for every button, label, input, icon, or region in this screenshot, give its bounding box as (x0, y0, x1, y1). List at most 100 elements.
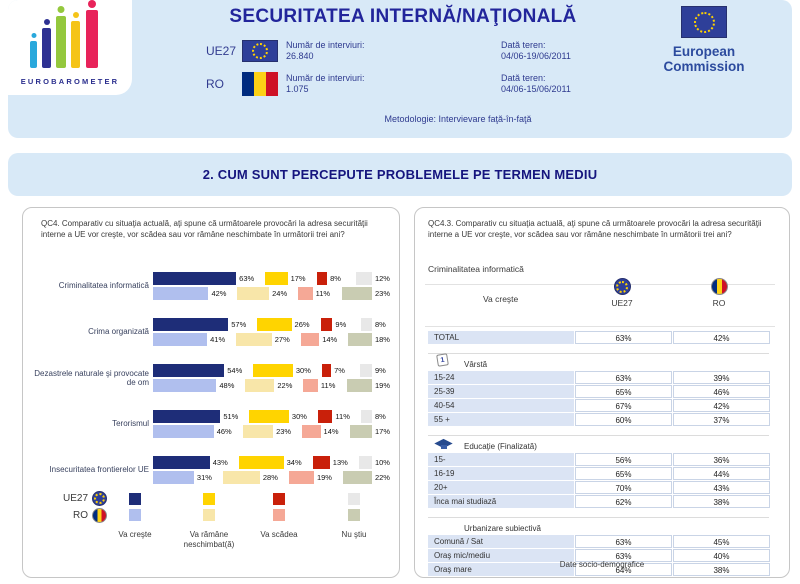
value-cell-ro: 37% (673, 413, 770, 426)
bar-segment (153, 425, 214, 438)
bar-row-ue27: 57% 26% 9% 8% (153, 318, 401, 331)
value-cell-ro: 36% (673, 453, 770, 466)
ro-flag-icon (710, 278, 728, 295)
value-cell-ue27: 63% (575, 535, 672, 548)
qc43-question: QC4.3. Comparativ cu situaţia actuală, a… (428, 219, 762, 239)
bar-value-label: 34% (286, 458, 302, 467)
legend-swatch (203, 493, 215, 505)
bar-segment (288, 471, 314, 484)
ro-interviews: Număr de interviuri: 1.075 (286, 73, 501, 95)
bar-segment (361, 410, 372, 423)
value-cell-ro: 44% (673, 467, 770, 480)
bar-segment (249, 410, 289, 423)
logo-person (30, 0, 37, 68)
ue27-fieldwork-date: Dată teren: 04/06-19/06/2011 (501, 40, 571, 62)
row-label: 55 + (428, 413, 574, 426)
table-row: Comună / Sat 63% 45% (428, 535, 770, 548)
section-title: 2. CUM SUNT PERCEPUTE PROBLEMELE PE TERM… (8, 153, 792, 196)
bar-segment (153, 471, 194, 484)
value-cell-ro: 42% (673, 331, 770, 344)
bar-value-label: 12% (374, 274, 390, 283)
date-value: 04/06-19/06/2011 (501, 51, 571, 61)
value-cell-ue27: 70% (575, 481, 672, 494)
bar-value-label: 31% (196, 473, 212, 482)
bar-value-label: 54% (227, 366, 243, 375)
measure-label: Va creşte (483, 294, 519, 304)
axis-label: Va scădea (260, 530, 298, 539)
bar-value-label: 14% (322, 335, 338, 344)
bar-segment (242, 425, 274, 438)
ro-flag-icon (242, 72, 278, 96)
bar-value-label: 18% (374, 335, 390, 344)
bar-segment (346, 379, 372, 392)
date-label: Dată teren: (501, 73, 546, 83)
table-row: 25-39 65% 46% (428, 385, 770, 398)
value-cell-ro: 38% (673, 563, 770, 576)
bar-value-label: 57% (231, 320, 247, 329)
bar-segment (348, 333, 372, 346)
eu-flag-icon (681, 6, 727, 38)
row-label: TOTAL (428, 331, 574, 344)
bar-segment (360, 364, 372, 377)
ue27-interviews: Număr de interviuri: 26.840 (286, 40, 501, 62)
bar-segment (153, 456, 210, 469)
bar-value-label: 22% (374, 473, 390, 482)
date-label: Dată teren: (501, 40, 546, 50)
chart-group: Dezastrele naturale şi provocate de om 54… (23, 364, 399, 392)
logo-person (42, 0, 51, 68)
bar-segment (341, 287, 372, 300)
value-cell-ro: 43% (673, 481, 770, 494)
bar-segment (302, 425, 321, 438)
qc43-table: TOTAL 63% 42% 1 Vârstă 15-24 63% 39% 25-39 65% 46%… (428, 330, 770, 576)
bar-segment (303, 379, 318, 392)
bar-value-label: 23% (276, 427, 292, 436)
ue27-label: UE27 (206, 44, 237, 58)
bar-value-label: 51% (223, 412, 239, 421)
page-title: SECURITATEA INTERNĂ/NAŢIONALĂ (229, 6, 577, 27)
bar-value-label: 11% (315, 289, 331, 298)
row-label: Oraş mare (428, 563, 574, 576)
qc43-subtitle: Criminalitatea informatică (428, 264, 524, 274)
bar-value-label: 9% (374, 366, 386, 375)
eu-flag-icon (613, 278, 631, 295)
value-cell-ue27: 60% (575, 413, 672, 426)
category-label: Criminalitatea informatică (58, 281, 149, 291)
bar-segment (222, 471, 260, 484)
bar-value-label: 8% (374, 412, 386, 421)
legend-ro-label: RO (73, 510, 88, 521)
value-cell-ue27: 63% (575, 371, 672, 384)
bar-segment (153, 272, 237, 285)
bar-value-label: 10% (374, 458, 390, 467)
divider (425, 326, 775, 327)
bar-segment (153, 318, 229, 331)
row-label: 15- (428, 453, 574, 466)
bar-value-label: 11% (335, 412, 350, 421)
value-cell-ue27: 62% (575, 495, 672, 508)
group-header-label: Educaţie (Finalizată) (464, 442, 537, 451)
chart-group: Terorismul 51% 30% 11% 8% 46% 23% 14% 17% (23, 410, 399, 438)
axis-label: Va rămâne neschimbat(ă) (183, 530, 235, 549)
bar-segment (153, 364, 225, 377)
report-header: EUROBAROMETER SECURITATEA INTERNĂ/NAŢION… (8, 0, 792, 138)
bar-value-label: 24% (272, 289, 288, 298)
bar-segment (245, 379, 275, 392)
ro-flag-icon (92, 508, 107, 523)
graduation-cap-icon (435, 437, 453, 450)
calendar-icon: 1 (436, 353, 449, 367)
value-cell-ro: 45% (673, 535, 770, 548)
bar-segment (320, 318, 333, 331)
legend-swatch (129, 493, 141, 505)
bar-value-label: 41% (210, 335, 226, 344)
interviews-value: 26.840 (286, 51, 314, 61)
european-commission-text: European Commission (663, 44, 745, 74)
table-row: 16-19 65% 44% (428, 467, 770, 480)
socio-demographics-footer: Date socio-demografice (559, 560, 645, 569)
legend-ro: RO (23, 508, 107, 523)
bar-row-ro: 46% 23% 14% 17% (153, 425, 401, 438)
bar-value-label: 30% (295, 366, 311, 375)
bar-value-label: 23% (374, 289, 390, 298)
bar-value-label: 42% (211, 289, 227, 298)
qc4-chart-panel: QC4. Comparativ cu situaţia actuală, aţi… (22, 207, 400, 578)
value-cell-ro: 42% (673, 399, 770, 412)
eurobarometer-logo-text: EUROBAROMETER (20, 77, 120, 86)
